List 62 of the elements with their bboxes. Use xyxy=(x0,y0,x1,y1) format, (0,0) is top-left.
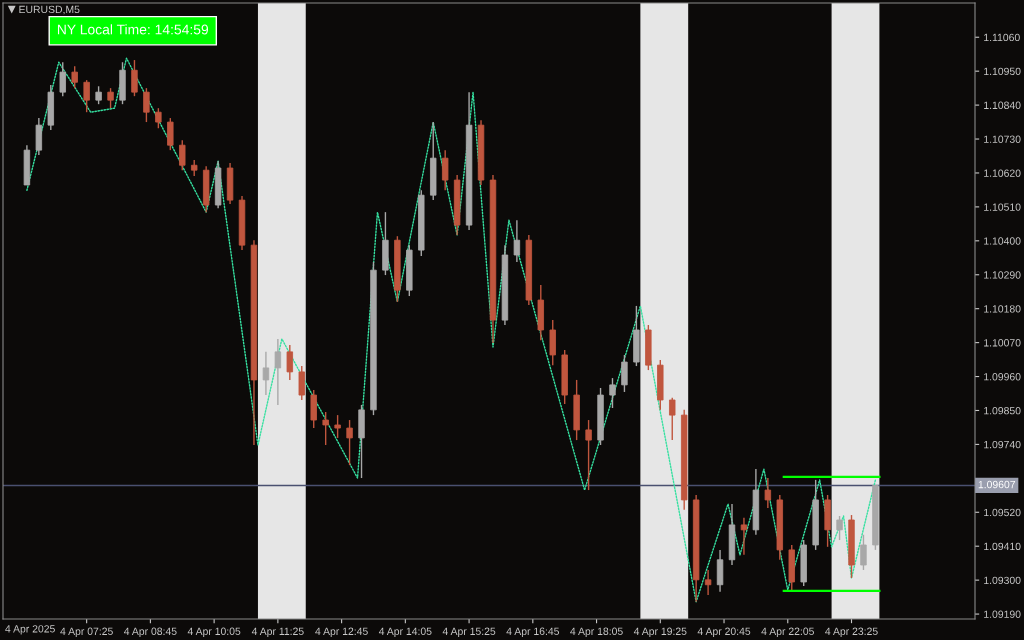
ref-line-label: 1.09607 xyxy=(978,480,1016,489)
y-tick-label: 1.10070 xyxy=(984,339,1021,347)
candlestick xyxy=(513,219,521,263)
y-tick-label: 1.10400 xyxy=(984,237,1021,245)
y-tick-label: 1.11060 xyxy=(984,33,1020,42)
candlestick xyxy=(585,419,592,491)
x-tick-label: 4 Apr 08:45 xyxy=(123,627,177,638)
y-tick-label: 1.10290 xyxy=(984,271,1021,279)
candlestick xyxy=(609,377,616,409)
text: 4 Apr 2025 xyxy=(5,625,55,635)
candlestick xyxy=(441,149,449,191)
candlestick xyxy=(740,517,748,556)
candlestick xyxy=(298,365,305,401)
candlestick xyxy=(59,61,66,97)
candlestick xyxy=(346,419,353,466)
x-tick-label: 4 Apr 22:05 xyxy=(761,627,814,638)
x-tick-label: 4 Apr 14:05 xyxy=(378,627,432,638)
annotation: NY Local Time: 14:54:59 xyxy=(57,24,209,35)
x-tick-label: 4 Apr 12:45 xyxy=(315,627,368,638)
x-tick-label: 4 Apr 20:45 xyxy=(697,627,751,638)
y-tick-label: 1.10840 xyxy=(984,101,1021,109)
y-tick-label: 1.10730 xyxy=(984,135,1021,143)
y-tick-label: 1.09410 xyxy=(984,542,1021,551)
x-tick-label: 4 Apr 10:05 xyxy=(187,627,241,638)
candlestick xyxy=(107,87,114,109)
y-tick-label: 1.09960 xyxy=(984,373,1021,381)
candlestick xyxy=(83,79,90,113)
y-tick-label: 1.10180 xyxy=(984,305,1021,313)
x-tick-label: 4 Apr 19:25 xyxy=(633,627,687,638)
candlestick xyxy=(334,414,341,439)
candlestick xyxy=(167,117,174,151)
y-tick-label: 1.10620 xyxy=(984,169,1021,177)
candlestick xyxy=(131,59,138,97)
candlestick xyxy=(669,397,676,441)
candlestick xyxy=(764,477,772,509)
candlestick xyxy=(322,411,329,446)
candlestick xyxy=(704,569,712,596)
candlestick xyxy=(143,87,150,123)
x-tick-label: 4 Apr 07:25 xyxy=(60,627,113,638)
candlestick xyxy=(621,354,628,393)
chart-title: EURUSD,M5 xyxy=(19,5,80,15)
y-tick-label: 1.09850 xyxy=(984,406,1021,415)
y-tick-label: 1.10510 xyxy=(984,203,1021,211)
candlestick xyxy=(286,344,294,381)
y-tick-label: 1.09740 xyxy=(984,440,1021,449)
x-tick-label: 4 Apr 23:25 xyxy=(825,627,878,638)
candlestick xyxy=(71,65,78,89)
y-tick-label: 1.09190 xyxy=(984,610,1021,618)
candlestick xyxy=(179,139,186,171)
y-tick-label: 1.10950 xyxy=(984,67,1021,76)
candlestick xyxy=(274,338,282,406)
candlestick xyxy=(262,351,270,396)
candlestick xyxy=(860,534,867,571)
x-tick-label: 4 Apr 18:05 xyxy=(570,627,623,638)
x-tick-label: 4 Apr 15:25 xyxy=(442,627,496,638)
y-tick-label: 1.09520 xyxy=(984,508,1021,517)
y-tick-label: 1.09300 xyxy=(984,576,1021,585)
candlestick xyxy=(836,515,843,541)
x-tick-label: 4 Apr 11:25 xyxy=(251,627,304,638)
line-series xyxy=(26,57,877,603)
candlestick xyxy=(155,107,162,129)
x-tick-label: 4 Apr 16:45 xyxy=(506,627,560,638)
